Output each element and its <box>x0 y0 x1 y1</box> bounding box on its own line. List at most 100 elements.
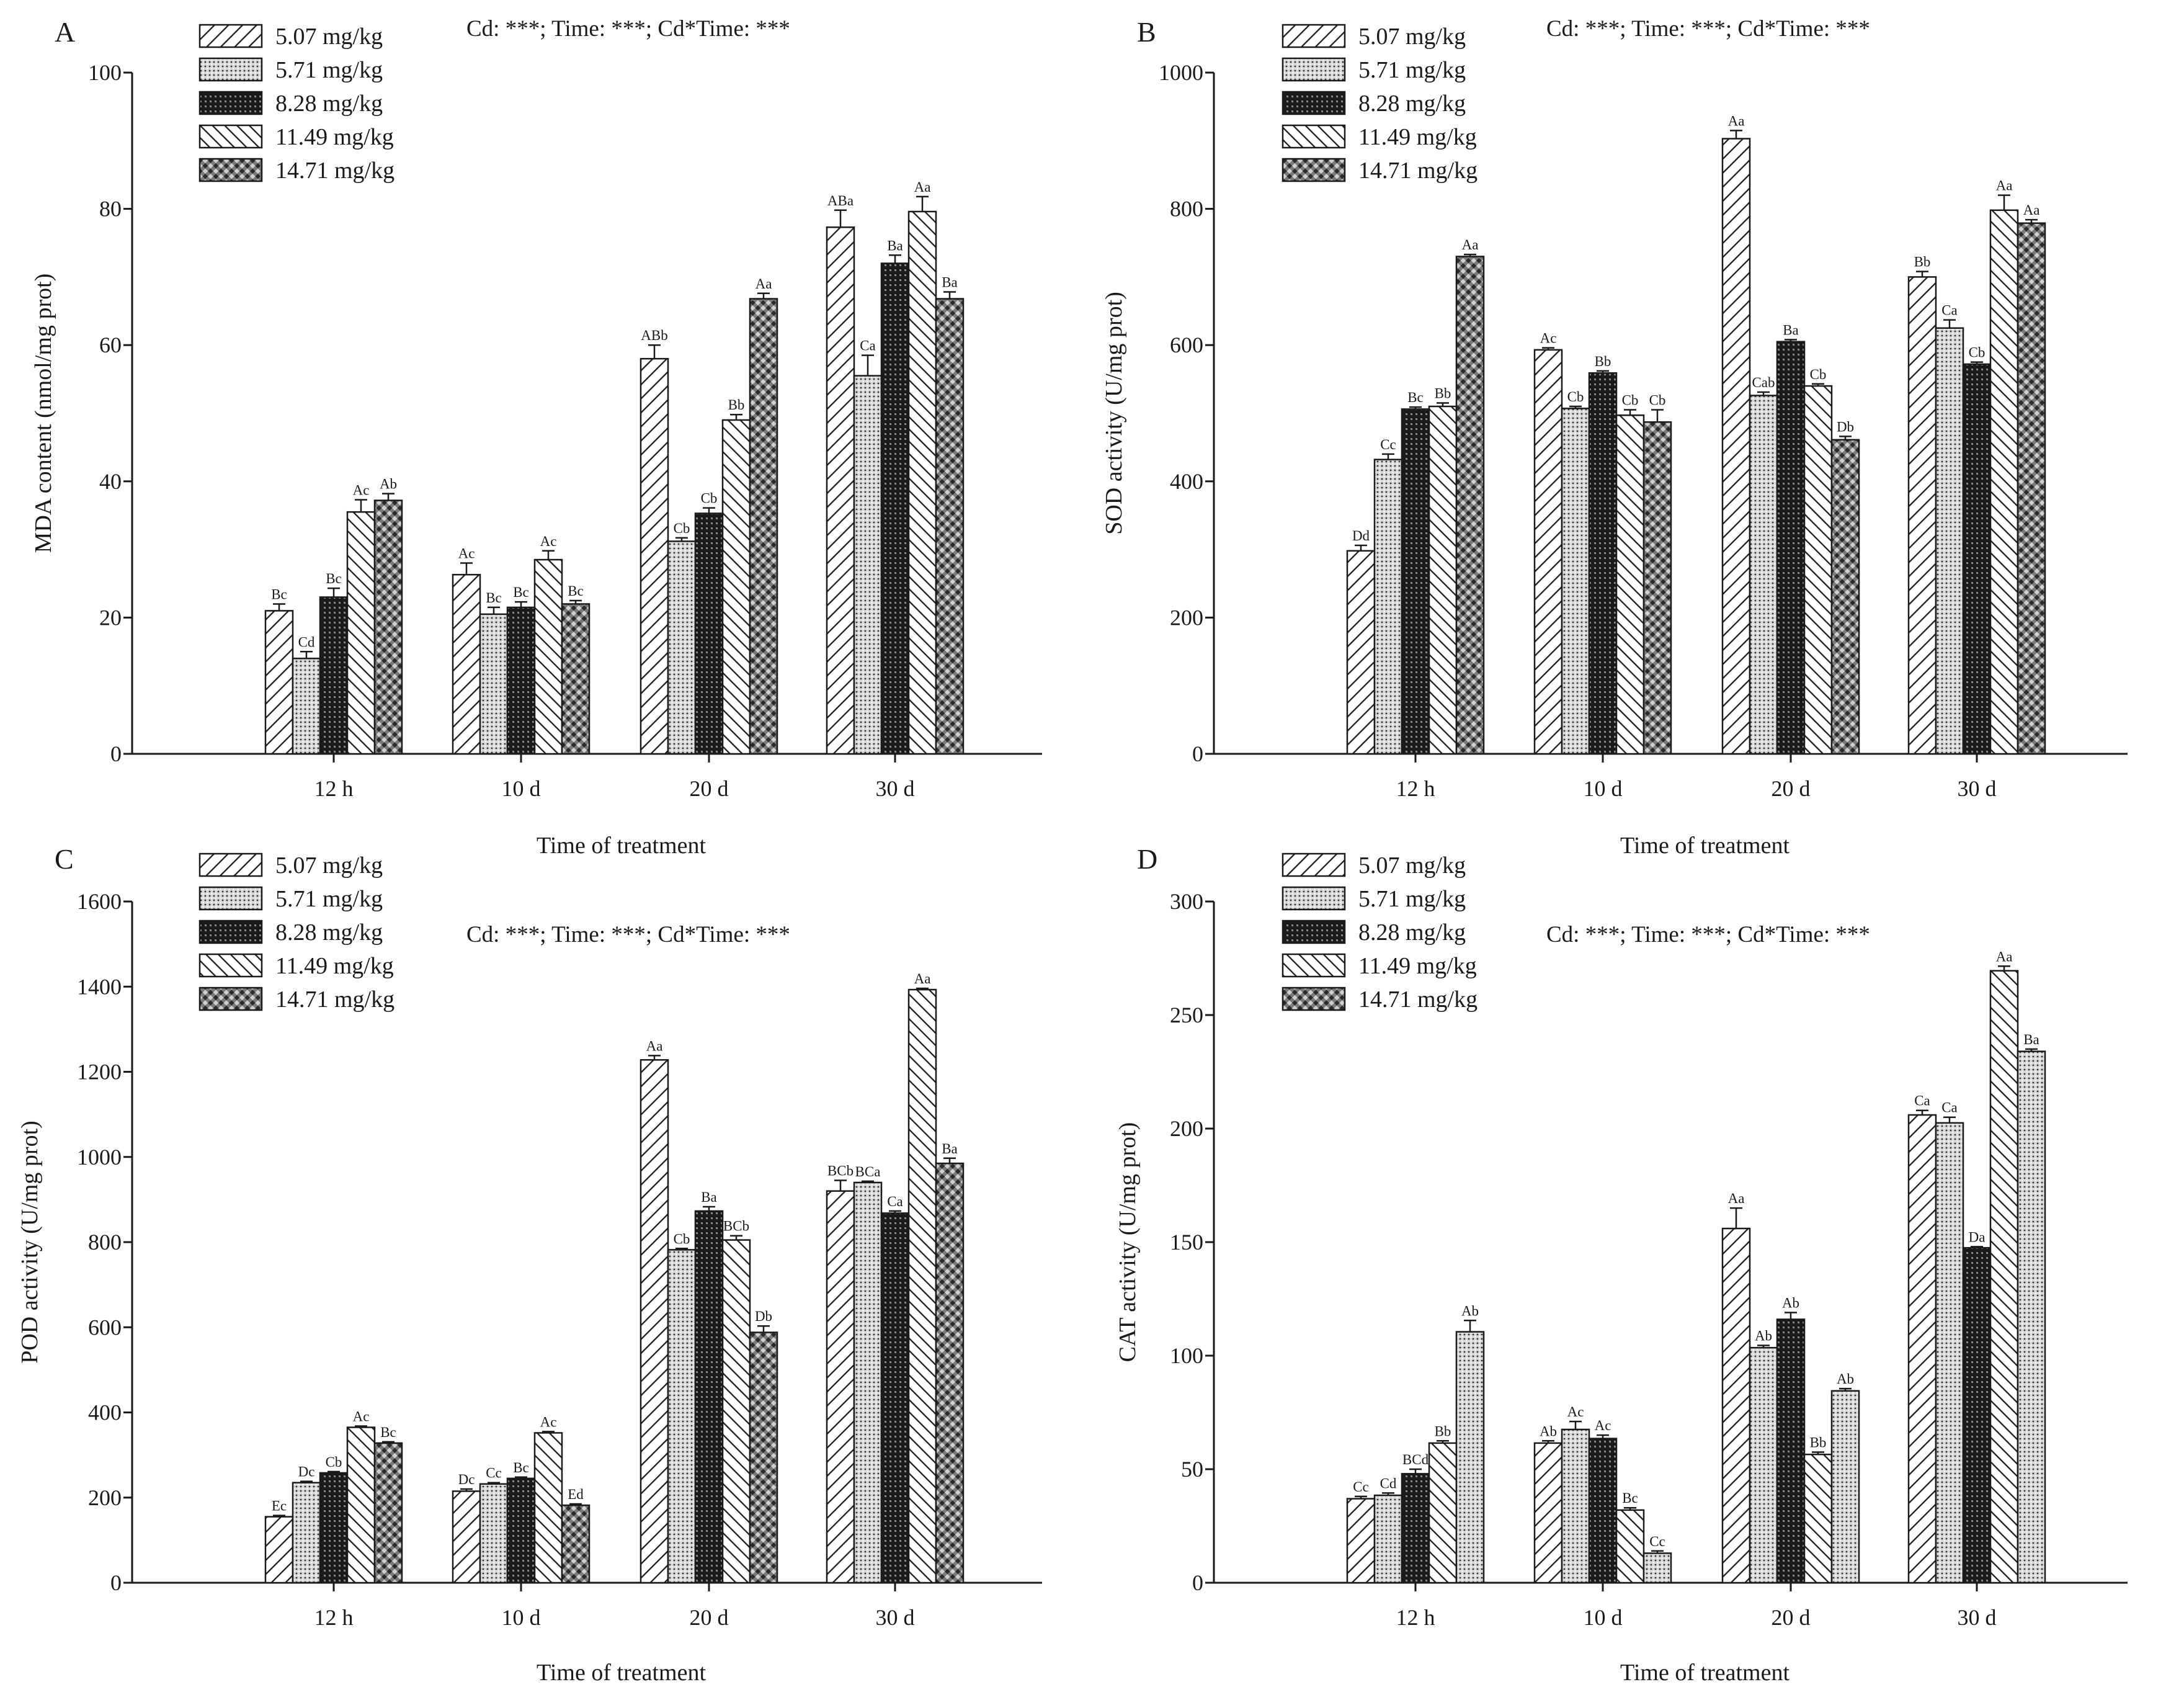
x-tick-label: 30 d <box>1958 776 1997 801</box>
bar <box>346 1426 376 1584</box>
bar <box>1615 1509 1645 1584</box>
legend-swatch <box>198 919 263 944</box>
bar-label: Bb <box>1435 386 1451 401</box>
bar <box>319 1472 349 1584</box>
y-tick-label: 600 <box>88 1315 122 1340</box>
bar-label: Db <box>1837 419 1854 434</box>
legend-label: 8.28 mg/kg <box>1358 91 1466 117</box>
bar-label: Aa <box>646 1038 663 1054</box>
bar-label: Ac <box>1595 1418 1611 1433</box>
legend-swatch <box>198 158 263 182</box>
bar-label: Ac <box>458 546 475 561</box>
bar <box>1749 395 1778 755</box>
bar <box>1615 414 1645 755</box>
bar-label: Ba <box>1783 322 1799 338</box>
bar-label: Ec <box>272 1498 287 1514</box>
legend-swatch <box>1281 24 1346 48</box>
panel-letter: D <box>1137 843 1157 875</box>
bar-label: Cc <box>1649 1534 1665 1549</box>
bar <box>1561 1428 1590 1584</box>
stat-annotation: Cd: ***; Time: ***; Cd*Time: *** <box>1546 922 1870 947</box>
legend-swatch <box>1281 886 1346 911</box>
y-tick-label: 250 <box>1170 1003 1203 1027</box>
bar <box>935 298 965 755</box>
x-tick-label: 20 d <box>690 776 729 801</box>
bar-label: Cd <box>1380 1475 1397 1491</box>
bar <box>533 558 563 755</box>
bar-label: BCa <box>855 1164 881 1179</box>
x-tick-label: 30 d <box>876 1605 915 1630</box>
legend-label: 14.71 mg/kg <box>275 986 394 1013</box>
y-tick-label: 400 <box>88 1400 122 1425</box>
legend-label: 8.28 mg/kg <box>1358 919 1466 946</box>
y-tick-label: 400 <box>1170 469 1203 494</box>
bar <box>1989 970 2019 1584</box>
bar <box>1401 1473 1430 1584</box>
x-tick-label: 10 d <box>502 1605 541 1630</box>
legend-swatch <box>198 24 263 48</box>
y-tick-label: 200 <box>88 1485 122 1510</box>
bar <box>479 613 509 755</box>
bar-label: Bb <box>728 397 745 413</box>
bar-label: Aa <box>1996 178 2013 194</box>
y-tick-label: 0 <box>1192 741 1203 766</box>
y-tick-label: 80 <box>99 197 122 221</box>
x-tick-label: 30 d <box>1958 1605 1997 1630</box>
bar <box>533 1432 563 1584</box>
bar <box>1642 1552 1672 1584</box>
x-tick-label: 20 d <box>1772 1605 1811 1630</box>
bar <box>721 1239 751 1584</box>
bar-label: Aa <box>1462 237 1479 253</box>
bar-label: Cb <box>1649 393 1666 408</box>
bar <box>1455 256 1485 755</box>
bar <box>1830 439 1860 755</box>
x-tick-label: 20 d <box>1772 776 1811 801</box>
panel-letter: C <box>55 843 74 875</box>
bar-label: ABa <box>827 193 854 208</box>
bar-label: Cb <box>674 1231 690 1246</box>
legend-label: 14.71 mg/kg <box>275 158 394 184</box>
legend-label: 5.71 mg/kg <box>1358 886 1466 912</box>
y-tick-label: 1000 <box>77 1145 122 1170</box>
bar-label: Cb <box>1622 393 1639 408</box>
bar <box>319 596 349 755</box>
x-axis-title: Time of treatment <box>537 1660 706 1686</box>
bar-label: Aa <box>1728 1191 1745 1206</box>
legend-swatch <box>198 886 263 911</box>
bar-label: Db <box>755 1309 772 1324</box>
bar <box>561 1504 591 1584</box>
bar-label: Dd <box>1352 528 1370 544</box>
bar <box>264 610 294 755</box>
bar <box>1721 1227 1751 1584</box>
panel-c: C 0 200 400 600 800 1000 1200 1400 1600 POD activi… <box>17 843 1042 1686</box>
bar-label: Ba <box>942 1141 958 1156</box>
bar <box>880 262 910 755</box>
bar-label: Bc <box>486 590 502 606</box>
bar <box>1962 363 1992 755</box>
bar-label: Ba <box>942 275 958 290</box>
legend-swatch <box>198 91 263 115</box>
stat-annotation: Cd: ***; Time: ***; Cd*Time: *** <box>466 922 790 947</box>
bar-label: Ab <box>1540 1423 1557 1439</box>
bar <box>1401 408 1430 755</box>
legend-label: 14.71 mg/kg <box>1358 158 1478 184</box>
bar <box>935 1162 965 1584</box>
legend-swatch <box>1281 158 1346 182</box>
bar <box>721 419 751 755</box>
bar <box>667 1249 697 1584</box>
bar <box>1588 1438 1618 1584</box>
bar-label: Ab <box>1782 1295 1799 1310</box>
bar <box>1803 1453 1833 1584</box>
bar-label: Ca <box>860 338 876 354</box>
x-tick-label: 30 d <box>876 776 915 801</box>
y-tick-label: 60 <box>99 333 122 357</box>
bar-label: Ca <box>1941 1100 1958 1116</box>
bar-label: Cb <box>1567 389 1584 405</box>
bar <box>1533 1442 1563 1584</box>
bar <box>1346 1498 1376 1584</box>
bar-label: Aa <box>914 971 931 986</box>
bar-label: Ac <box>353 482 370 498</box>
y-tick-label: 200 <box>1170 1116 1203 1141</box>
bar-label: Aa <box>1728 113 1745 128</box>
